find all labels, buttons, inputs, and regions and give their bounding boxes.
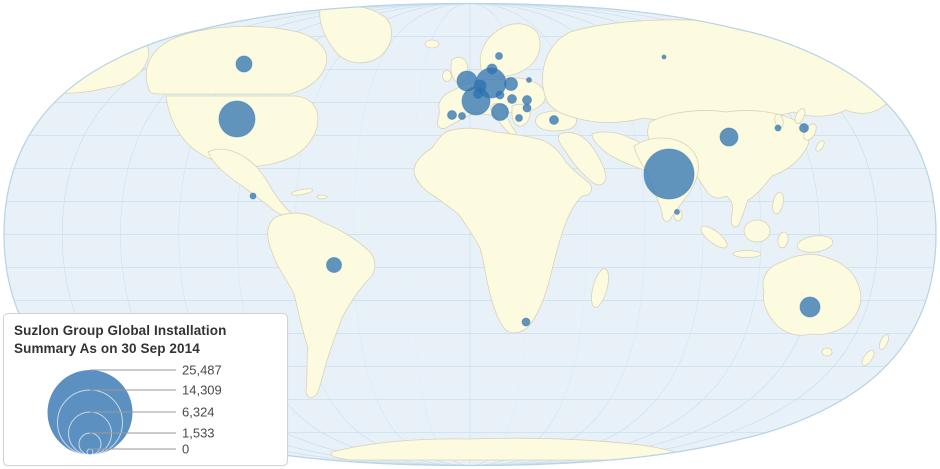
continent-africa	[413, 127, 592, 334]
bubble-brazil[interactable]	[326, 257, 342, 273]
bubble-russia[interactable]	[661, 54, 667, 60]
bubble-australia[interactable]	[799, 296, 821, 318]
bubble-canada[interactable]	[235, 55, 253, 73]
peninsula-arabia	[558, 132, 607, 186]
bubble-nicaragua[interactable]	[249, 192, 257, 200]
legend-title-line1: Suzlon Group Global Installation	[14, 323, 227, 338]
island-cuba	[290, 188, 314, 196]
continent-russia	[542, 19, 896, 123]
island-new-guinea	[796, 235, 834, 253]
bubble-spain[interactable]	[458, 112, 466, 120]
bubble-poland[interactable]	[504, 77, 518, 91]
continent-canada	[145, 26, 328, 95]
island-ireland	[442, 70, 452, 82]
bubble-japan[interactable]	[799, 123, 809, 133]
bubble-usa[interactable]	[218, 100, 256, 138]
legend-value-label-0: 25,487	[182, 363, 222, 378]
installation-bubbles	[218, 52, 821, 327]
continent-australia	[762, 254, 862, 336]
bubble-sweden[interactable]	[495, 52, 503, 60]
legend: Suzlon Group Global Installation Summary…	[3, 313, 288, 466]
bubble-portugal[interactable]	[447, 110, 457, 120]
island-new-zealand-south	[861, 349, 875, 367]
bubble-south-korea[interactable]	[774, 124, 782, 132]
legend-title: Suzlon Group Global Installation Summary…	[4, 314, 287, 357]
bubble-south-africa[interactable]	[521, 317, 531, 327]
bubble-hungary[interactable]	[507, 94, 517, 104]
legend-value-label-3: 1,533	[182, 426, 215, 441]
continent-greenland	[319, 4, 392, 64]
legend-value-label-2: 6,324	[182, 405, 215, 420]
continent-antarctica	[330, 437, 681, 461]
island-borneo	[743, 219, 771, 243]
bubble-turkey[interactable]	[549, 115, 559, 125]
bubble-denmark[interactable]	[486, 63, 498, 75]
bubble-greece[interactable]	[515, 114, 523, 122]
bubble-italy[interactable]	[491, 103, 509, 121]
legend-value-label-1: 14,309	[182, 383, 222, 398]
bubble-belarus[interactable]	[526, 77, 532, 83]
island-japan-north	[794, 108, 806, 124]
bubble-bulgaria[interactable]	[522, 103, 532, 113]
bubble-sri-lanka[interactable]	[674, 209, 680, 215]
legend-value-label-4: 0	[182, 442, 189, 457]
island-philippines	[772, 191, 784, 215]
island-sulawesi	[777, 231, 789, 249]
island-iceland	[424, 39, 440, 49]
island-madagascar	[591, 268, 609, 308]
island-hispaniola	[316, 194, 328, 200]
island-java	[732, 250, 762, 258]
bubble-india[interactable]	[643, 148, 695, 200]
island-sumatra	[700, 225, 728, 249]
bubble-belgium[interactable]	[473, 89, 483, 99]
continent-mexico-central-america	[207, 148, 293, 216]
island-new-zealand-north	[878, 334, 890, 350]
bubble-austria[interactable]	[495, 90, 505, 100]
bubble-china[interactable]	[719, 127, 739, 147]
island-japan-south	[815, 140, 825, 152]
continent-south-america	[267, 212, 376, 398]
legend-title-line2: Summary As on 30 Sep 2014	[14, 340, 200, 356]
island-tasmania	[821, 347, 833, 357]
bubble-romania[interactable]	[522, 95, 532, 105]
